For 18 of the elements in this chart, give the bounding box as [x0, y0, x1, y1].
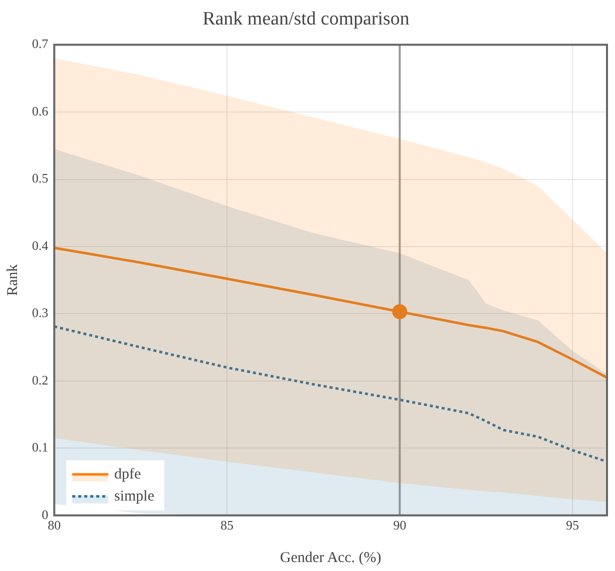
- y-tick-label: 0.2: [32, 372, 48, 388]
- x-tick-label: 80: [48, 518, 61, 533]
- x-tick-label: 95: [566, 518, 579, 533]
- line-series: [54, 325, 607, 463]
- y-tick-label: 0.4: [32, 238, 49, 253]
- y-tick-label: 0.5: [32, 170, 48, 186]
- x-tick-label: 85: [220, 518, 234, 533]
- x-axis-title: Gender Acc. (%): [280, 550, 382, 566]
- y-axis-title: Rank: [4, 264, 21, 296]
- x-tick-label: 90: [393, 518, 406, 533]
- chart-title: Rank mean/std comparison: [202, 8, 410, 30]
- legend-label: simple: [114, 488, 155, 504]
- y-tick-label: 0.1: [32, 440, 48, 455]
- legend-label: dpfe: [114, 466, 142, 482]
- y-tick-label: 0: [42, 506, 48, 522]
- y-tick-label: 0.3: [32, 305, 48, 320]
- y-tick-label: 0.6: [32, 103, 49, 118]
- y-tick-label: 0.7: [32, 36, 49, 52]
